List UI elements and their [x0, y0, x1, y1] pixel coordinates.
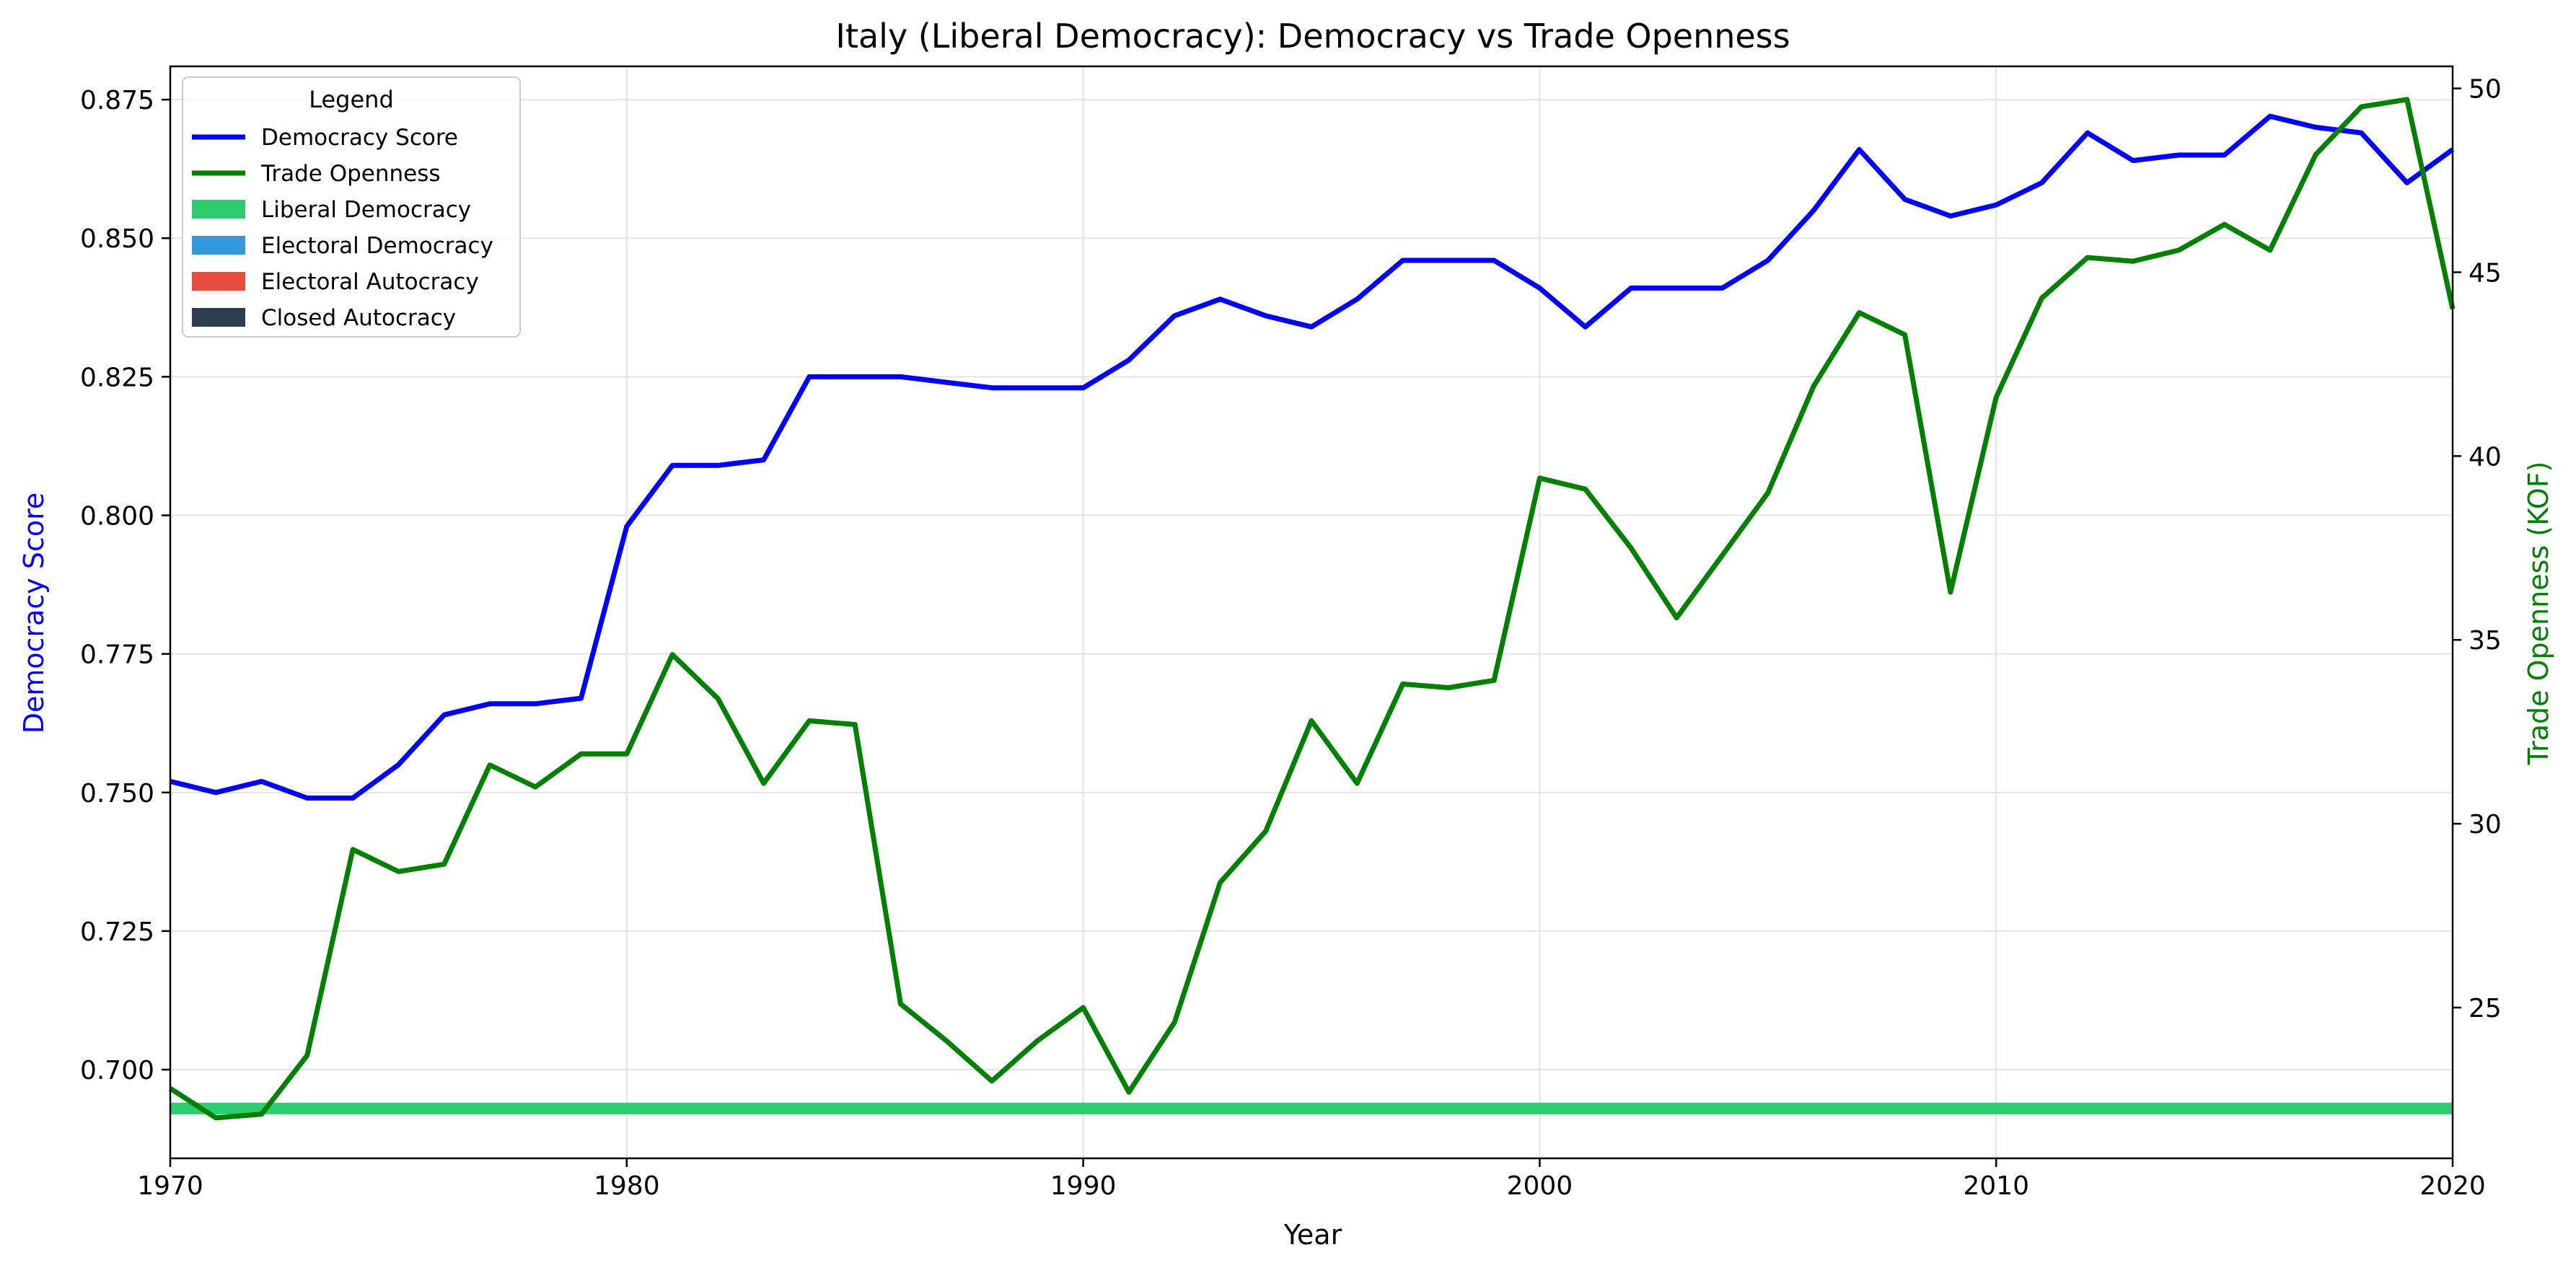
y-left-tick-label: 0.750	[80, 779, 154, 809]
y-left-tick-label: 0.725	[80, 917, 154, 947]
legend-label-electoral-autocracy: Electoral Autocracy	[261, 269, 479, 295]
legend-entries: Democracy Score Trade Openness Liberal Dem…	[192, 125, 493, 331]
y-left-tick-label: 0.800	[80, 502, 154, 532]
y-right-tick-label: 40	[2469, 442, 2502, 472]
legend-title: Legend	[309, 86, 394, 113]
legend-frame	[182, 76, 521, 338]
legend-label-closed-autocracy: Closed Autocracy	[261, 305, 456, 331]
y-right-tick-label: 30	[2469, 810, 2502, 840]
legend-label-democracy-score: Democracy Score	[261, 125, 458, 151]
legend-swatch-closed-autocracy	[192, 308, 245, 327]
legend-swatch-electoral-autocracy	[192, 272, 245, 291]
y-right-tick-label: 50	[2469, 75, 2502, 105]
x-tick-label: 1990	[1050, 1171, 1117, 1201]
x-tick-label: 2020	[2419, 1171, 2486, 1201]
grid-lines	[170, 66, 2453, 1158]
y-right-tick-label: 25	[2469, 994, 2502, 1023]
x-tick-label: 2010	[1963, 1171, 2029, 1201]
x-tick-label: 2000	[1507, 1171, 1573, 1201]
y-left-tick-label: 0.775	[80, 640, 154, 670]
plot-frame	[169, 65, 2454, 1160]
y-left-tick-label: 0.825	[80, 363, 154, 392]
y-left-tick-label: 0.850	[80, 224, 154, 254]
x-axis-label: Year	[1283, 1219, 1342, 1251]
y-axis-label-left: Democracy Score	[18, 493, 50, 734]
legend-label-trade-openness: Trade Openness	[260, 161, 441, 187]
legend-swatch-liberal-democracy	[192, 200, 245, 219]
legend-label-electoral-democracy: Electoral Democracy	[261, 233, 493, 259]
series-line-trade-openness	[169, 97, 2456, 1121]
x-tick-label: 1980	[594, 1171, 660, 1201]
y-axis-label-right: Trade Openness (KOF)	[2523, 461, 2554, 765]
legend: Legend Democracy Score Trade Openness Libe…	[182, 76, 521, 338]
y-left-tick-label: 0.875	[80, 86, 154, 115]
legend-label-liberal-democracy: Liberal Democracy	[261, 197, 471, 223]
legend-swatch-electoral-democracy	[192, 236, 245, 255]
x-tick-label: 1970	[137, 1171, 203, 1201]
y-right-tick-label: 45	[2469, 258, 2502, 288]
axes: 1970 1980 1990 2000 2010 2020 0.700 0.725 0.750 0…	[80, 65, 2502, 1201]
series-line-democracy-score	[170, 113, 2455, 801]
y-right-tick-label: 35	[2469, 626, 2502, 656]
series-layer	[169, 97, 2456, 1121]
y-left-tick-label: 0.700	[80, 1056, 154, 1085]
chart-title: Italy (Liberal Democracy): Democracy vs …	[835, 17, 1790, 56]
